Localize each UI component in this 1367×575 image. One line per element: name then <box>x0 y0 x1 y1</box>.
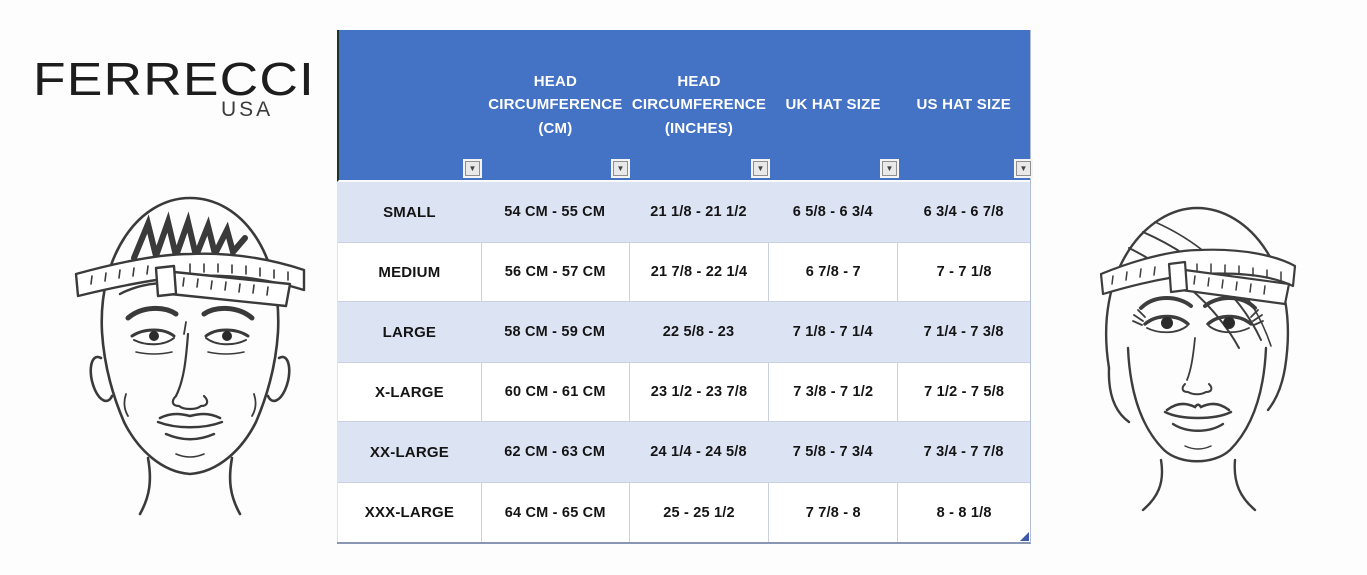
cell-size: MEDIUM <box>378 263 441 281</box>
table-row: XXX-LARGE 64 CM - 65 CM 25 - 25 1/2 7 7/… <box>338 482 1030 542</box>
cell-us: 6 3/4 - 6 7/8 <box>923 204 1004 220</box>
cell-cm: 54 CM - 55 CM <box>504 204 606 220</box>
cell-uk: 6 7/8 - 7 <box>768 243 897 301</box>
cell-uk: 6 5/8 - 6 3/4 <box>792 204 873 220</box>
cell-cm: 62 CM - 63 CM <box>504 444 606 460</box>
table-row: SMALL 54 CM - 55 CM 21 1/8 - 21 1/2 6 5/… <box>338 182 1030 242</box>
cell-inches: 25 - 25 1/2 <box>628 483 769 542</box>
cell-cm: 60 CM - 61 CM <box>480 363 629 421</box>
cell-size: LARGE <box>382 323 437 341</box>
header-cell-us: US HAT SIZE <box>916 96 1011 114</box>
filter-dropdown-icon: ▼ <box>885 163 894 173</box>
filter-dropdown-icon: ▼ <box>616 163 625 173</box>
cell-uk: 7 3/8 - 7 1/2 <box>768 363 897 421</box>
cell-uk: 7 7/8 - 8 <box>768 483 897 542</box>
cell-us: 8 - 8 1/8 <box>897 483 1030 542</box>
male-head-drawing <box>74 196 306 516</box>
cell-inches: 24 1/4 - 24 5/8 <box>650 444 747 460</box>
cell-uk: 7 5/8 - 7 3/4 <box>792 444 873 460</box>
cell-us: 7 1/2 - 7 5/8 <box>897 363 1030 421</box>
cell-size: XXX-LARGE <box>364 504 455 521</box>
cell-cm: 58 CM - 59 CM <box>504 324 606 340</box>
filter-dropdown-icon: ▼ <box>468 163 477 173</box>
cell-inches: 22 5/8 - 23 <box>662 324 735 340</box>
filter-dropdown-button[interactable]: ▼ <box>751 159 770 178</box>
cell-inches: 21 1/8 - 21 1/2 <box>650 204 747 220</box>
filter-dropdown-button[interactable]: ▼ <box>880 159 899 178</box>
cell-size: X-LARGE <box>374 383 444 401</box>
male-head-illustration <box>72 182 308 520</box>
table-header-row: HEAD CIRCUMFERENCE (CM) HEAD CIRCUMFEREN… <box>337 30 1033 182</box>
table-row: MEDIUM 56 CM - 57 CM 21 7/8 - 22 1/4 6 7… <box>338 242 1030 302</box>
female-head-drawing <box>1099 206 1297 512</box>
cell-us: 7 - 7 1/8 <box>897 243 1030 301</box>
filter-dropdown-icon: ▼ <box>1019 163 1028 173</box>
cell-inches: 21 7/8 - 22 1/4 <box>628 243 769 301</box>
cell-inches: 23 1/2 - 23 7/8 <box>628 363 769 421</box>
table-row: XX-LARGE 62 CM - 63 CM 24 1/4 - 24 5/8 7… <box>338 422 1030 482</box>
filter-dropdown-button[interactable]: ▼ <box>611 159 630 178</box>
cell-size: SMALL <box>383 203 436 221</box>
filter-dropdown-button[interactable]: ▼ <box>1014 159 1033 178</box>
filter-dropdown-icon: ▼ <box>756 163 765 173</box>
table-resize-handle-icon[interactable] <box>1020 532 1029 541</box>
cell-cm: 64 CM - 65 CM <box>480 483 629 542</box>
cell-us: 7 1/4 - 7 3/8 <box>923 324 1004 340</box>
header-cell-inches: HEAD CIRCUMFERENCE (INCHES) <box>631 73 767 137</box>
size-table: HEAD CIRCUMFERENCE (CM) HEAD CIRCUMFEREN… <box>337 30 1033 544</box>
female-head-illustration <box>1085 198 1310 520</box>
table-row: X-LARGE 60 CM - 61 CM 23 1/2 - 23 7/8 7 … <box>338 362 1030 422</box>
header-cell-size <box>339 30 482 180</box>
filter-dropdown-button[interactable]: ▼ <box>463 159 482 178</box>
cell-cm: 56 CM - 57 CM <box>480 243 629 301</box>
brand-name: FERRECCI <box>33 53 316 105</box>
header-cell-uk: UK HAT SIZE <box>785 96 881 114</box>
brand-logo: FERRECCI USA <box>33 52 314 121</box>
cell-size: XX-LARGE <box>369 443 449 461</box>
table-body: SMALL 54 CM - 55 CM 21 1/8 - 21 1/2 6 5/… <box>337 182 1030 542</box>
cell-us: 7 3/4 - 7 7/8 <box>923 444 1004 460</box>
brand-region: USA <box>221 98 274 121</box>
header-cell-cm: HEAD CIRCUMFERENCE (CM) <box>488 73 623 137</box>
table-row: LARGE 58 CM - 59 CM 22 5/8 - 23 7 1/8 - … <box>338 302 1030 362</box>
cell-uk: 7 1/8 - 7 1/4 <box>792 324 873 340</box>
